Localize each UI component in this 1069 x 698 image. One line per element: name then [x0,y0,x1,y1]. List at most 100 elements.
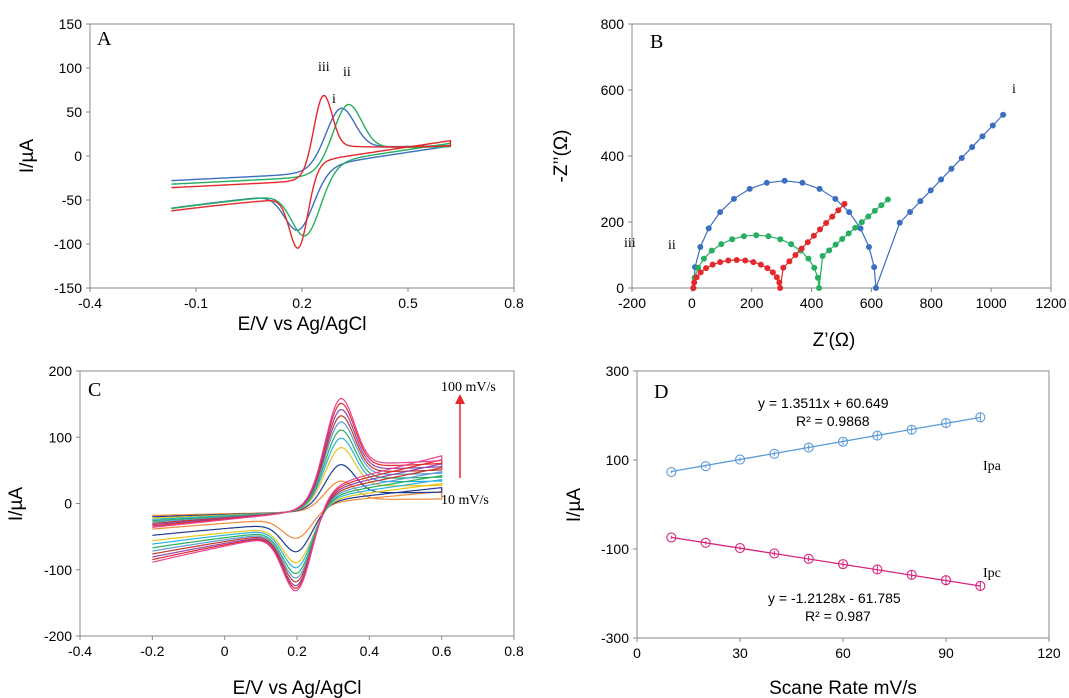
cv-curve-ii [171,103,452,237]
nyquist-point-i [896,219,903,226]
nyquist-point-ii [729,236,736,243]
cv-curve-100mvs [152,397,443,592]
scan-rate-arrowhead [455,394,465,404]
nyquist-point-i [799,179,806,186]
nyquist-point-i [846,209,853,216]
nyquist-point-ii [839,236,846,243]
x-tick-label: -200 [618,295,646,311]
cv-curve-i [171,107,452,231]
nyquist-point-i [948,165,955,172]
data-point-Ipc [872,564,883,575]
y-tick-label: -100 [601,541,629,557]
panel-label-a: A [97,28,112,50]
r2-ipc: R² = 0.987 [805,608,871,624]
data-point-Ipc [700,537,711,548]
y-tick-label: -150 [54,280,82,296]
nyquist-point-i [958,154,965,161]
y-tick-label: 100 [59,60,83,76]
equation-ipa: y = 1.3511x + 60.649 [758,395,889,411]
nyquist-point-iii [757,261,764,268]
x-tick-label: -0.2 [140,643,164,659]
nyquist-point-iii [823,220,830,227]
nyquist-point-ii [884,196,891,203]
x-tick-label: 30 [732,645,748,661]
nyquist-point-i [1000,111,1007,118]
y-tick-label: 300 [606,363,630,379]
data-point-Ipc [940,575,952,586]
y-tick-label: -100 [54,236,82,252]
annotation-ii: ii [343,65,351,80]
nyquist-point-i [857,225,864,232]
nyquist-point-iii [769,269,776,276]
nyquist-point-i [917,198,924,205]
nyquist-point-iii [764,265,771,272]
nyquist-point-iii [798,245,805,252]
y-tick-label: -50 [62,192,82,208]
nyquist-point-i [717,209,724,216]
data-point-Ipa [700,461,711,472]
x-tick-label: -0.1 [184,295,208,311]
nyquist-point-iii [709,261,716,268]
nyquist-point-iii [780,264,787,271]
y-tick-label: 0 [74,148,82,164]
nyquist-point-iii [817,226,824,233]
x-tick-label: 400 [800,295,824,311]
cv-curve-60mvs [152,421,443,579]
data-point-Ipc [666,532,677,543]
nyquist-point-ii [765,233,772,240]
x-tick-label: 0.5 [398,295,418,311]
x-tick-label: 0 [633,645,641,661]
nyquist-line-i [692,114,1004,289]
nyquist-line-iii [692,203,845,289]
nyquist-point-i [938,176,945,183]
annotation-ii-b: ii [668,238,676,253]
y-tick-label: 200 [601,214,625,230]
data-point-Ipa [975,412,986,423]
nyquist-point-iii [835,207,842,214]
nyquist-point-iii [742,257,749,264]
data-point-Ipc [734,543,746,554]
x-tick-label: 0.2 [292,295,312,311]
nyquist-point-iii [804,239,811,246]
panel-label-c: C [88,379,101,401]
x-tick-label: 0.8 [504,643,524,659]
x-axis-label-a: E/V vs Ag/AgCl [238,314,367,335]
nyquist-point-i [763,179,770,186]
nyquist-point-ii [871,207,878,214]
y-axis-label-d: I/µA [564,488,585,523]
nyquist-point-iii [717,259,724,266]
nyquist-point-iii [829,213,836,220]
nyquist-point-i [832,195,839,202]
panel-d: -300 -100 100 300 0 30 60 90 120 D y = 1.3511x +… [564,363,1061,698]
panel-c: -200 -100 0 100 200 -0.4 -0.2 0 0.2 0.4 0.6 0.8 C 1… [6,363,524,698]
data-point-Ipc [803,553,814,564]
nyquist-point-ii [708,247,715,254]
x-tick-label: 120 [1037,645,1061,661]
nyquist-point-ii [814,274,821,281]
nyquist-point-ii [740,233,747,240]
y-tick-label: 100 [49,429,73,445]
nyquist-point-ii [718,241,725,248]
nyquist-point-ii [695,264,702,271]
nyquist-point-iii [693,274,700,281]
data-point-Ipa [940,418,952,429]
x-tick-label: 0 [688,295,696,311]
x-axis-label-b: Z’(Ω) [813,330,856,351]
label-ipa: Ipa [983,459,1002,474]
nyquist-point-iii [776,279,783,286]
nyquist-point-ii [832,241,839,248]
nyquist-point-ii [826,247,833,254]
nyquist-point-ii [816,285,823,291]
nyquist-point-ii [819,252,826,259]
nyquist-point-ii [753,232,760,239]
nyquist-point-ii [777,236,784,243]
data-point-Ipc [906,569,917,580]
nyquist-point-ii [805,255,812,262]
cv-curve-80mvs [152,408,443,587]
nyquist-point-iii [703,265,710,272]
data-point-Ipc [975,580,986,591]
panel-label-d: D [654,381,668,403]
y-tick-label: -300 [601,630,629,646]
nyquist-point-i [872,285,879,291]
